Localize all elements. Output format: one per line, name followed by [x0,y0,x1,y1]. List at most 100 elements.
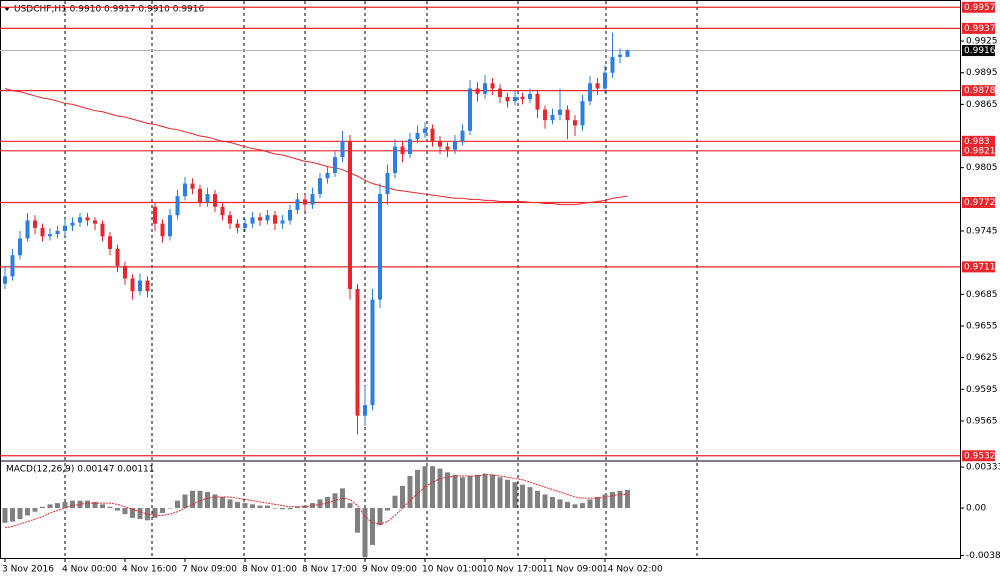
candle [333,150,337,178]
level-label: 0.9821 [964,146,996,156]
candle-body [108,236,112,249]
candle [348,134,352,300]
candle [460,124,465,146]
candle-body [78,217,82,223]
macd-bar [572,504,578,509]
candle [10,248,15,281]
candle [603,65,607,93]
x-tick-label: 10 Nov 17:00 [482,565,543,575]
macd-bar [107,506,113,509]
candle-body [100,223,105,237]
candle-body [93,220,97,224]
macd-bar [100,504,105,509]
y-tick-label: 0.00 [966,504,986,514]
candle [85,213,90,226]
macd-bar [160,508,165,513]
candle [138,273,142,296]
symbol-icon [4,7,10,11]
candle [453,134,457,154]
candle [190,178,195,195]
level-label: 0.9532 [964,451,996,461]
candle-body [265,215,270,221]
candle-body [475,88,480,94]
macd-bar [407,476,413,509]
macd-bar [490,474,495,509]
candle-body [423,128,427,133]
macd-bar [625,489,630,509]
candle [303,195,307,211]
level-label: 0.9957 [964,3,996,13]
candle-body [70,222,75,226]
candle [513,90,517,106]
candle-body [160,223,165,237]
macd-bar [385,508,390,511]
candle [295,193,300,215]
macd-bar [595,496,600,509]
candle-body [205,194,210,203]
candle-body [340,141,345,158]
candle-body [370,299,375,406]
candle [198,184,202,207]
candle-body [588,83,592,102]
candle-body [25,220,30,239]
chart-title: USDCHF,H1 0.9910 0.9917 0.9910 0.9916 [14,5,204,15]
candle-body [595,83,600,89]
macd-bar [25,508,30,516]
candle-body [130,278,135,292]
candle-body [213,194,217,207]
y-tick-label: 0.9745 [966,227,998,237]
candle [115,244,120,273]
macd-bar [557,499,563,509]
x-tick-label: 8 Nov 17:00 [302,565,357,575]
level-label-bg [962,145,995,157]
level-label-bg [962,450,995,462]
candle-body [393,146,397,173]
macd-bar [197,490,203,509]
candle-body [168,215,172,237]
candle [175,189,180,220]
macd-bar [527,487,533,509]
candle-body [48,234,52,237]
candle [595,77,600,95]
macd-bar [422,466,428,509]
macd-bar [115,508,120,511]
macd-bar [212,494,218,509]
candle-body [610,56,615,73]
candle [93,217,97,230]
level-label-bg [962,261,995,273]
macd-bar [460,477,465,509]
candle-body [325,172,330,179]
candle-body [438,141,442,147]
candle [625,49,630,57]
macd-bar [392,495,398,509]
candle-body [453,141,457,150]
candle-body [33,220,37,228]
candle [228,210,232,229]
candle-body [580,101,585,126]
macd-bar [257,505,263,509]
level-label: 0.9711 [964,262,996,272]
macd-bar [167,508,173,509]
macd-bar [437,468,443,509]
macd-bar [272,508,278,509]
candle-body [273,215,277,224]
candle-body [190,183,195,189]
candle [25,213,30,242]
macd-bar [610,492,615,509]
candle [565,105,570,140]
candle [220,202,225,221]
candle [355,283,360,435]
macd-bar [587,499,593,509]
candle [558,88,562,121]
candle [618,48,622,64]
macd-signal [4,474,628,529]
candle [130,274,135,300]
candle-body [310,194,315,205]
candle-body [363,405,367,416]
candle [543,105,547,129]
candle-body [558,109,562,115]
macd-bar [122,508,128,515]
candle [610,32,615,78]
candle-body [573,120,577,126]
